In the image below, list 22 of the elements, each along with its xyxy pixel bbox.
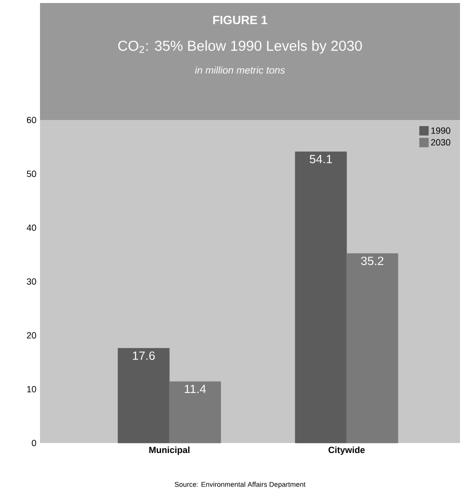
data-label: 17.6 bbox=[132, 351, 155, 360]
y-tick-label: 0 bbox=[32, 440, 36, 446]
x-tick-label: Municipal bbox=[149, 446, 190, 455]
y-axis-title: in million metric tons bbox=[195, 66, 285, 74]
legend-label: 2030 bbox=[431, 139, 450, 146]
y-tick-label: 30 bbox=[26, 278, 36, 285]
bar bbox=[346, 253, 398, 444]
bar bbox=[118, 348, 170, 444]
chart-title: FIGURE 1 bbox=[213, 16, 268, 24]
chart-subtitle: CO$_{2}$: 35% Below 1990 Levels by 2030 bbox=[118, 40, 362, 54]
y-tick-label: 10 bbox=[27, 386, 36, 392]
y-tick-label: 50 bbox=[26, 170, 36, 178]
y-tick-label: 60 bbox=[26, 116, 36, 124]
data-label: 54.1 bbox=[310, 154, 332, 164]
data-label: 11.4 bbox=[184, 384, 206, 394]
y-tick-label: 20 bbox=[26, 332, 36, 339]
data-label: 35.2 bbox=[361, 256, 384, 266]
y-tick-label: 40 bbox=[26, 224, 36, 231]
legend-label: 1990 bbox=[431, 127, 450, 134]
bar bbox=[294, 152, 347, 444]
bar bbox=[169, 381, 221, 444]
x-tick-label: Citywide bbox=[328, 446, 365, 455]
